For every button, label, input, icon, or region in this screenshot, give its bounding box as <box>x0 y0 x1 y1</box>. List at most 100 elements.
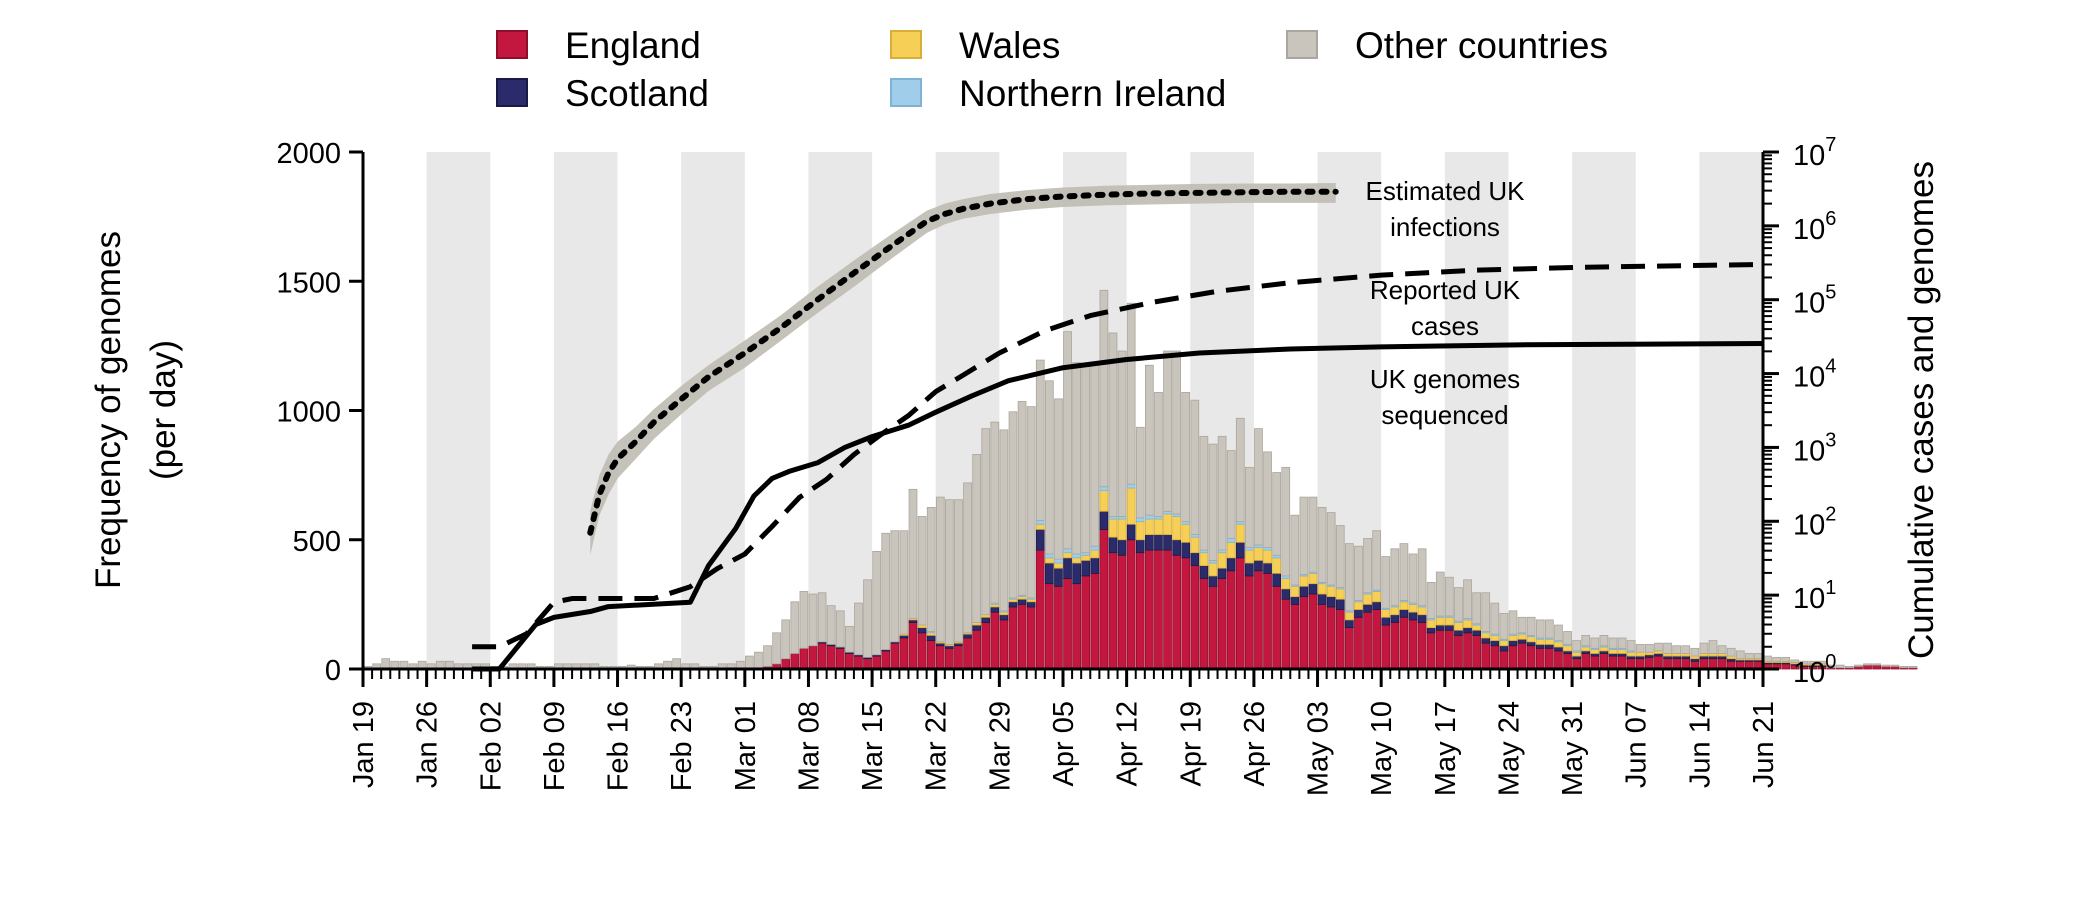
bar-wales <box>1417 606 1427 616</box>
line-label: Reported UK <box>1370 275 1521 305</box>
bar-england <box>1090 572 1100 670</box>
bar-wales <box>1035 523 1045 530</box>
bar-wales <box>1472 624 1481 631</box>
bar-england <box>1781 663 1791 670</box>
bar-other-countries <box>1908 666 1918 669</box>
bar-england <box>1563 653 1572 670</box>
bar-england <box>1435 629 1445 670</box>
bar-other-countries <box>981 428 991 616</box>
bar-other-countries <box>1817 660 1827 665</box>
bar-scotland <box>1426 627 1436 634</box>
bar-other-countries <box>872 550 881 656</box>
bar-other-countries <box>1335 525 1345 588</box>
bar-england <box>999 619 1009 670</box>
infections-line <box>587 188 1339 536</box>
bar-england <box>1445 629 1454 670</box>
bar-wales <box>1181 523 1191 543</box>
bar-england <box>1317 603 1327 670</box>
bar-other-countries <box>1235 417 1245 523</box>
bar-other-countries <box>1708 640 1718 654</box>
bar-wales <box>1463 619 1472 629</box>
right-tick-label: 105 <box>1793 282 1836 320</box>
bar-wales <box>1108 518 1118 538</box>
bar-scotland <box>1508 640 1518 647</box>
bar-england <box>817 642 827 670</box>
bar-other-countries <box>1517 616 1527 634</box>
x-tick-label: Feb 23 <box>666 701 698 791</box>
line-annotations: Estimated UK infections Reported UK cases UK… <box>1366 176 1526 430</box>
legend: England Scotland Wales Northern Ireland Othe… <box>496 25 1608 114</box>
bar-other-countries <box>1654 642 1663 652</box>
bar-england <box>1235 557 1245 670</box>
bar-scotland <box>1308 583 1318 595</box>
x-tick-label: Mar 08 <box>793 701 825 791</box>
bar-other-countries <box>1881 664 1891 667</box>
bar-wales <box>1572 651 1581 657</box>
bar-england <box>1217 578 1227 670</box>
bar-scotland <box>1399 609 1409 618</box>
bar-england <box>1390 622 1400 670</box>
bar-other-countries <box>1472 592 1481 625</box>
bar-wales <box>1535 638 1545 645</box>
bar-northern-ireland <box>1090 545 1100 551</box>
bar-other-countries <box>1354 545 1363 601</box>
bar-wales <box>1408 603 1418 613</box>
week-band <box>426 152 491 669</box>
bar-scotland <box>1235 541 1245 559</box>
right-tick-label: 106 <box>1793 208 1836 246</box>
right-tick-label: 107 <box>1793 134 1836 172</box>
bar-other-countries <box>1535 619 1545 639</box>
bar-other-countries <box>1663 642 1672 654</box>
bar-scotland <box>981 616 991 623</box>
left-axis-title-line2: (per day) <box>144 340 183 480</box>
bar-other-countries <box>1745 653 1754 660</box>
bar-other-countries <box>1090 364 1100 547</box>
bar-other-countries <box>990 421 1000 604</box>
bar-scotland <box>1299 585 1309 598</box>
bar-scotland <box>972 624 981 631</box>
x-tick-label: Mar 29 <box>984 701 1016 791</box>
bar-other-countries <box>1163 350 1172 512</box>
bar-england <box>1654 655 1663 670</box>
bar-england <box>1472 634 1481 670</box>
bar-england <box>799 647 809 670</box>
bar-other-countries <box>1763 655 1772 662</box>
bar-scotland <box>917 627 927 634</box>
bar-england <box>1872 664 1881 670</box>
bar-other-countries <box>1717 645 1727 654</box>
bar-england <box>1463 632 1472 670</box>
week-band <box>808 152 873 669</box>
bar-other-countries <box>1463 579 1472 619</box>
x-tick-label: Apr 05 <box>1048 701 1080 786</box>
bar-other-countries <box>908 488 918 619</box>
bar-other-countries <box>1599 634 1609 647</box>
bar-wales <box>1172 516 1181 541</box>
bar-other-countries <box>1135 426 1145 519</box>
bar-wales <box>1554 641 1563 648</box>
bar-scotland <box>1154 534 1163 551</box>
bar-scotland <box>1072 562 1081 585</box>
bar-scotland <box>963 633 972 639</box>
bar-other-countries <box>1299 496 1309 576</box>
bar-scotland <box>1281 588 1291 600</box>
bar-scotland <box>1535 644 1545 649</box>
bar-other-countries <box>1126 302 1136 485</box>
bar-other-countries <box>1481 592 1491 632</box>
bar-other-countries <box>1835 664 1845 669</box>
bar-other-countries <box>1608 637 1618 649</box>
bar-wales <box>1563 645 1572 652</box>
bar-scotland <box>1245 562 1254 577</box>
bar-other-countries <box>1317 507 1327 583</box>
x-tick-label: May 24 <box>1493 701 1525 796</box>
bar-england <box>945 647 954 670</box>
bar-wales <box>1372 591 1381 603</box>
bar-other-countries <box>835 610 845 648</box>
bar-other-countries <box>1554 624 1563 641</box>
bar-wales <box>1381 609 1391 618</box>
bar-scotland <box>1026 601 1036 608</box>
bar-england <box>981 622 991 670</box>
bar-other-countries <box>781 619 791 660</box>
bar-england <box>881 650 891 670</box>
bar-other-countries <box>763 645 772 667</box>
bar-northern-ireland <box>1145 514 1154 520</box>
